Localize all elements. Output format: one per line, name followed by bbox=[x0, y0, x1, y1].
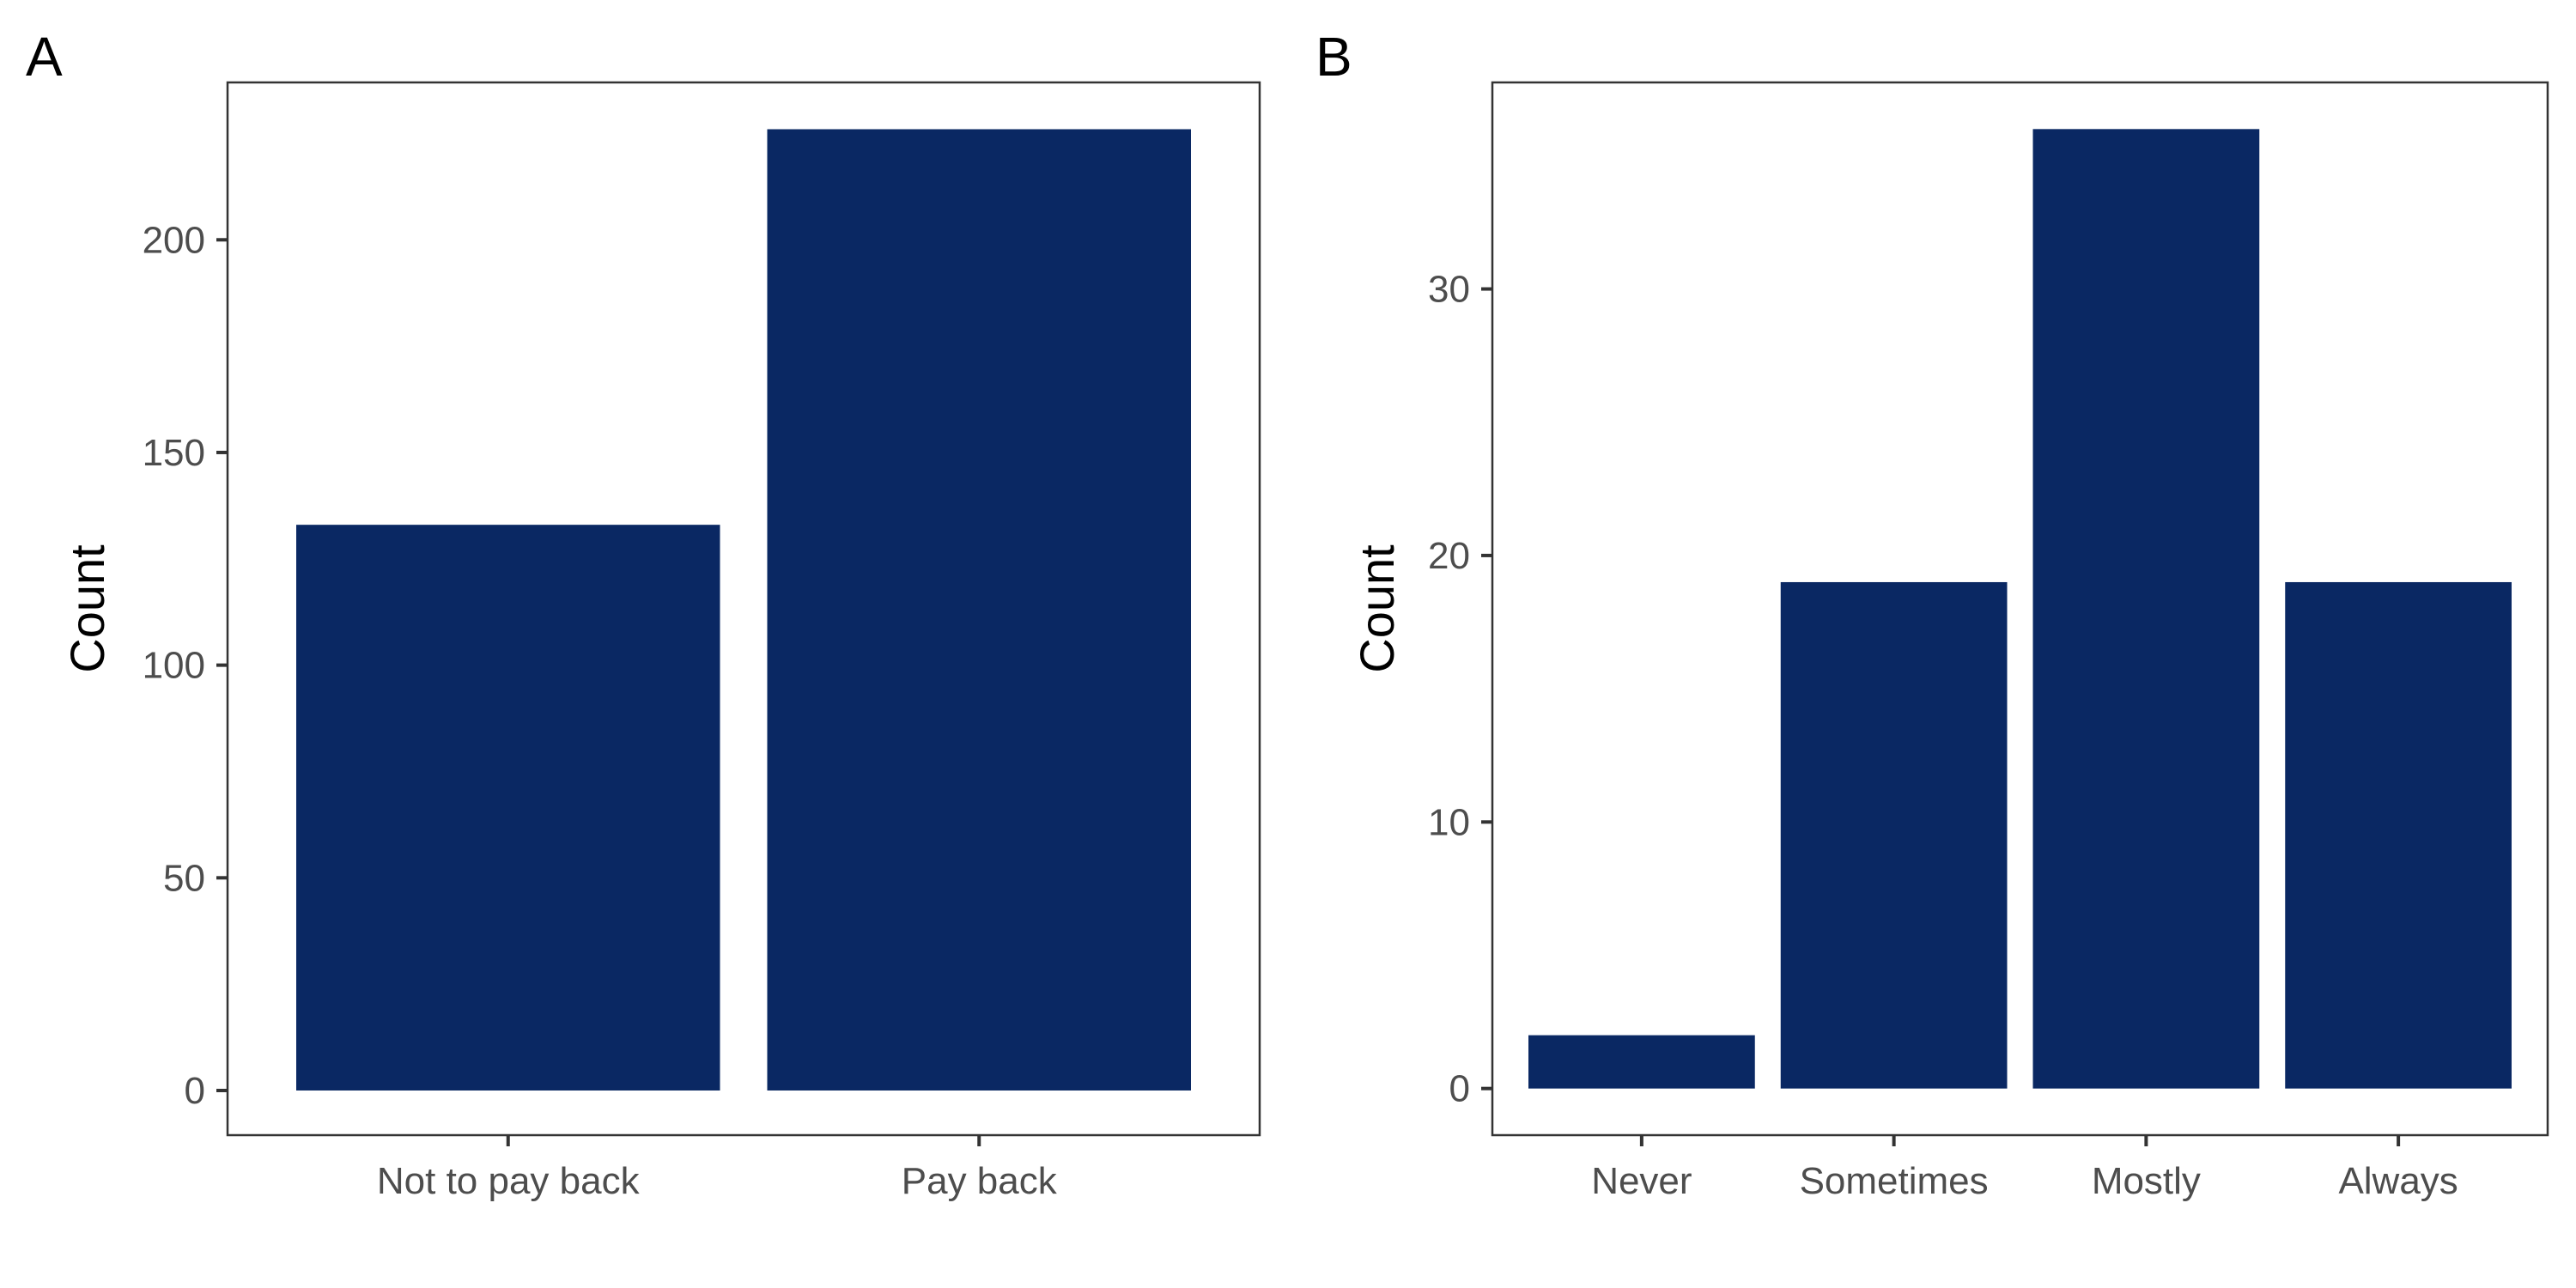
y-tick-label-150: 150 bbox=[143, 432, 205, 474]
y-axis-b: 0 10 20 30 bbox=[1428, 269, 1492, 1110]
bar-never bbox=[1528, 1035, 1755, 1089]
bar-sometimes bbox=[1780, 581, 2008, 1089]
x-tick-label-never: Never bbox=[1591, 1160, 1692, 1202]
x-tick-label-always: Always bbox=[2338, 1160, 2458, 1202]
y-tick-label-30: 30 bbox=[1428, 269, 1470, 311]
bars-b bbox=[1528, 129, 2512, 1089]
y-tick-label-10: 10 bbox=[1428, 801, 1470, 843]
bar-mostly bbox=[2032, 129, 2260, 1089]
chart-panel-a: A Count 0 50 100 150 200 Not to pay back Pay … bbox=[26, 26, 1261, 1202]
y-tick-label-0: 0 bbox=[185, 1070, 205, 1112]
y-tick-label-200: 200 bbox=[143, 219, 205, 261]
y-tick-label-20: 20 bbox=[1428, 535, 1470, 577]
y-tick-label-50: 50 bbox=[163, 857, 205, 899]
x-tick-label-not-to-pay-back: Not to pay back bbox=[377, 1160, 641, 1202]
chart-panel-b: B Count 0 10 20 30 Never Sometimes Mostly Alwa… bbox=[1315, 26, 2549, 1202]
bar-always bbox=[2285, 581, 2512, 1089]
panel-label-b: B bbox=[1315, 26, 1352, 88]
bar-pay-back bbox=[767, 129, 1191, 1091]
panel-label-a: A bbox=[26, 26, 63, 88]
y-tick-label-0: 0 bbox=[1449, 1068, 1470, 1110]
x-tick-label-pay-back: Pay back bbox=[902, 1160, 1058, 1202]
y-axis-title-b: Count bbox=[1350, 544, 1404, 673]
x-axis-b: Never Sometimes Mostly Always bbox=[1591, 1135, 2458, 1202]
y-axis-title-a: Count bbox=[60, 544, 114, 673]
y-axis-a: 0 50 100 150 200 bbox=[143, 219, 228, 1112]
y-tick-label-100: 100 bbox=[143, 645, 205, 687]
x-tick-label-mostly: Mostly bbox=[2092, 1160, 2201, 1202]
x-axis-a: Not to pay back Pay back bbox=[377, 1135, 1058, 1202]
bars-a bbox=[296, 129, 1191, 1091]
x-tick-label-sometimes: Sometimes bbox=[1800, 1160, 1989, 1202]
bar-not-to-pay-back bbox=[296, 525, 720, 1091]
plot-frame-a bbox=[226, 81, 1261, 1137]
plot-frame-b bbox=[1491, 81, 2549, 1137]
